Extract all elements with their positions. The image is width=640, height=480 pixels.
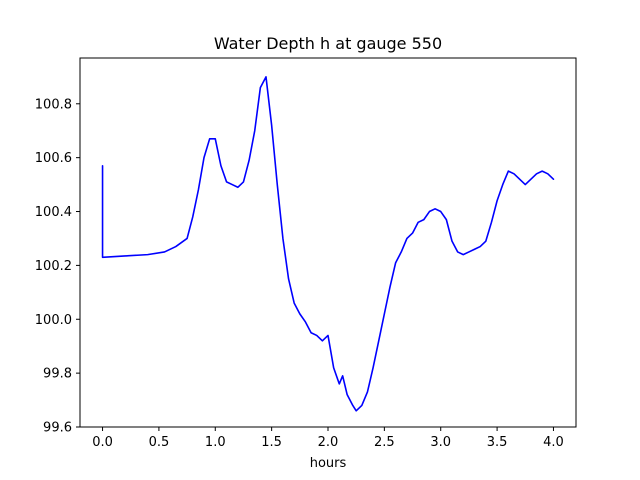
- y-tick-label: 100.2: [35, 259, 72, 274]
- x-tick-label: 0.5: [149, 435, 170, 450]
- y-tick-label: 100.4: [35, 205, 72, 220]
- chart-title: Water Depth h at gauge 550: [214, 34, 442, 53]
- y-axis-ticks: 99.6 99.8 100.0 100.2 100.4 100.6 100.8: [35, 97, 80, 436]
- x-tick-label: 0.0: [92, 435, 113, 450]
- x-axis-label: hours: [310, 456, 347, 471]
- x-tick-label: 3.0: [430, 435, 451, 450]
- series-line: [101, 76, 555, 412]
- x-tick-label: 2.0: [318, 435, 339, 450]
- x-tick-label: 1.0: [205, 435, 226, 450]
- y-tick-label: 100.8: [35, 97, 72, 112]
- y-tick-label: 99.6: [43, 421, 72, 436]
- series-layer: [101, 76, 555, 412]
- x-tick-label: 1.5: [261, 435, 282, 450]
- x-tick-label: 4.0: [543, 435, 564, 450]
- y-tick-label: 99.8: [43, 367, 72, 382]
- x-tick-label: 3.5: [487, 435, 508, 450]
- x-axis-ticks: 0.0 0.5 1.0 1.5 2.0 2.5 3.0 3.5 4.0: [92, 427, 564, 450]
- plot-frame: [79, 57, 577, 428]
- y-tick-label: 100.6: [35, 151, 72, 166]
- x-tick-label: 2.5: [374, 435, 395, 450]
- y-tick-label: 100.0: [35, 313, 72, 328]
